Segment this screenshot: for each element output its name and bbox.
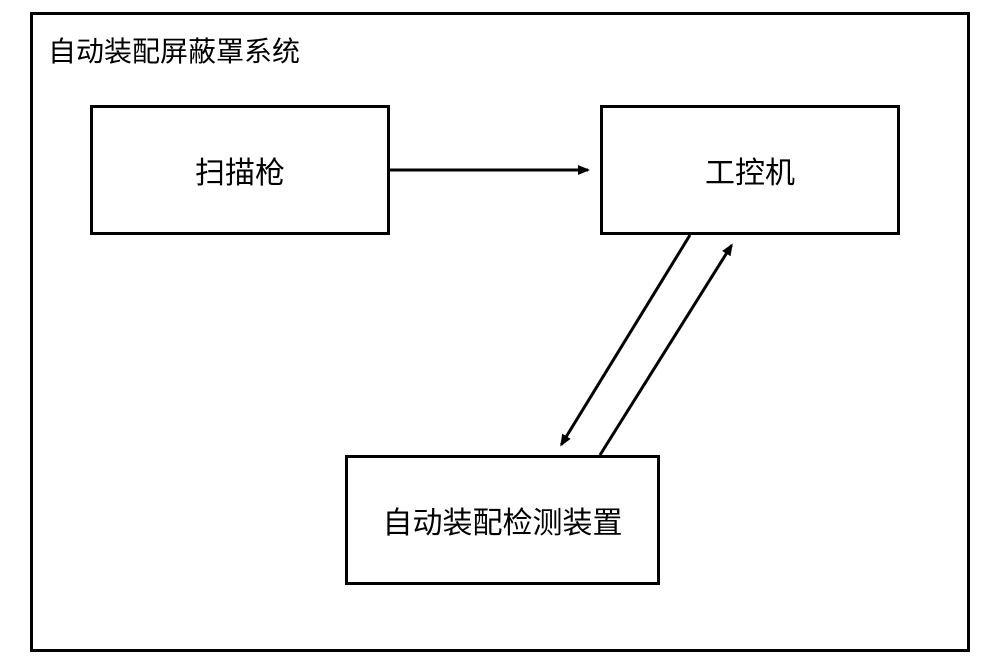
system-title: 自动装配屏蔽罩系统 [48, 30, 300, 70]
node-scanner: 扫描枪 [90, 105, 390, 235]
node-ipc: 工控机 [600, 105, 900, 235]
node-detector: 自动装配检测装置 [345, 455, 660, 585]
